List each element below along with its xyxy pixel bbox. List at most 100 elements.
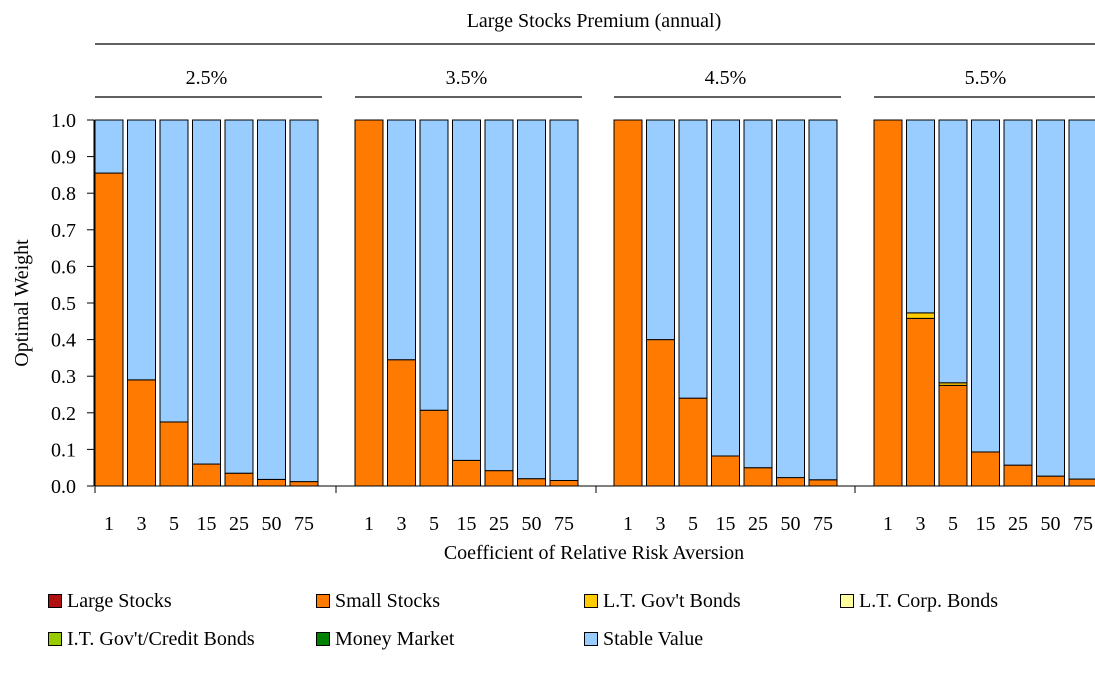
y-tick-label: 0.2	[51, 403, 76, 425]
bar-segment	[776, 119, 805, 479]
bar-segment	[257, 119, 286, 480]
bar-segment	[224, 119, 254, 474]
y-tick-label: 0.8	[51, 183, 76, 205]
bar-segment	[387, 119, 416, 361]
bar-segment	[419, 409, 449, 487]
x-tick-label: 1	[623, 513, 633, 535]
bar-segment	[192, 119, 221, 465]
bar-segment	[484, 119, 514, 472]
x-tick-label: 3	[137, 513, 147, 535]
group-label: 2.5%	[186, 67, 228, 89]
bar-segment	[646, 119, 675, 341]
bar-segment	[257, 478, 286, 487]
x-tick-label: 75	[1073, 513, 1093, 535]
bar-segment	[1003, 464, 1033, 487]
legend-label: L.T. Corp. Bonds	[859, 590, 999, 612]
legend-swatch	[316, 632, 330, 646]
legend-item-large-stocks: Large Stocks	[48, 590, 172, 612]
legend-label: Stable Value	[603, 628, 704, 650]
bar-segment	[289, 119, 319, 483]
x-tick-label: 3	[916, 513, 926, 535]
legend-label: Small Stocks	[335, 590, 441, 612]
y-tick-label: 0.4	[51, 330, 76, 352]
bar-segment	[808, 479, 838, 487]
x-tick-label: 3	[656, 513, 666, 535]
x-tick-label: 1	[364, 513, 374, 535]
x-tick-label: 50	[1041, 513, 1061, 535]
legend-label: I.T. Gov't/Credit Bonds	[67, 628, 255, 650]
bar-segment	[808, 119, 838, 481]
x-tick-label: 75	[554, 513, 574, 535]
bar-segment	[678, 397, 708, 487]
legend-swatch	[316, 594, 330, 608]
bar-segment	[1036, 475, 1065, 487]
bar-segment	[776, 477, 805, 487]
legend-swatch	[584, 594, 598, 608]
y-tick-label: 0.7	[51, 220, 76, 242]
bar-segment	[906, 119, 935, 314]
y-tick-label: 0.6	[51, 256, 76, 278]
bar-segment	[419, 119, 449, 411]
legend-item-lt-govt-bonds: L.T. Gov't Bonds	[584, 590, 741, 612]
bar-segment	[1036, 119, 1065, 477]
legend-item-small-stocks: Small Stocks	[316, 590, 440, 612]
bar-segment	[452, 119, 481, 461]
x-tick-label: 3	[397, 513, 407, 535]
bar-segment	[743, 467, 773, 487]
bar-segment	[94, 172, 124, 487]
bar-segment	[711, 455, 740, 487]
group-label: 4.5%	[705, 67, 747, 89]
x-tick-label: 50	[262, 513, 282, 535]
y-tick-label: 1.0	[51, 110, 76, 132]
chart-title: Large Stocks Premium (annual)	[467, 10, 722, 32]
legend-item-it-govt-credit-bonds: I.T. Gov't/Credit Bonds	[48, 628, 255, 650]
bar-segment	[938, 384, 968, 487]
x-tick-label: 1	[104, 513, 114, 535]
bar-segment	[289, 481, 319, 487]
bar-segment	[549, 480, 579, 487]
y-tick-label: 0.5	[51, 293, 76, 315]
bar-segment	[354, 119, 384, 487]
bar-segment	[452, 459, 481, 487]
legend-label: Money Market	[335, 628, 455, 650]
bar-segment	[549, 119, 579, 482]
x-tick-label: 5	[948, 513, 958, 535]
group-label: 3.5%	[446, 67, 488, 89]
x-tick-label: 25	[489, 513, 509, 535]
y-tick-label: 0.1	[51, 439, 76, 461]
legend-swatch	[840, 594, 854, 608]
bar-segment	[743, 119, 773, 469]
bar-segment	[159, 421, 189, 487]
x-tick-label: 75	[813, 513, 833, 535]
bar-segment	[517, 478, 546, 487]
chart-svg: Large Stocks Premium (annual) Optimal Wei…	[11, 10, 1095, 564]
bar-segment	[127, 119, 156, 381]
legend-item-lt-corp-bonds: L.T. Corp. Bonds	[840, 590, 998, 612]
bar-segment	[1068, 119, 1095, 480]
bar-segment	[94, 119, 124, 174]
x-tick-label: 25	[1008, 513, 1028, 535]
bar-segment	[224, 472, 254, 487]
bar-segment	[646, 339, 675, 487]
x-tick-label: 5	[169, 513, 179, 535]
bar-segment	[873, 119, 903, 487]
legend-swatch	[584, 632, 598, 646]
y-tick-label: 0.3	[51, 366, 76, 388]
bar-segment	[127, 379, 156, 487]
bar-segment	[387, 359, 416, 487]
bar-segment	[1068, 478, 1095, 487]
legend-item-money-market: Money Market	[316, 628, 454, 650]
group-label: 5.5%	[965, 67, 1007, 89]
y-tick-label: 0.9	[51, 147, 76, 169]
bar-segment	[192, 463, 221, 487]
bar-segment	[906, 317, 935, 487]
x-tick-label: 50	[522, 513, 542, 535]
bar-segment	[711, 119, 740, 457]
bar-segment	[484, 470, 514, 487]
legend-item-stable-value: Stable Value	[584, 628, 703, 650]
bar-segment	[906, 312, 935, 319]
bar-segment	[938, 119, 968, 384]
x-tick-label: 15	[976, 513, 996, 535]
x-tick-label: 5	[688, 513, 698, 535]
